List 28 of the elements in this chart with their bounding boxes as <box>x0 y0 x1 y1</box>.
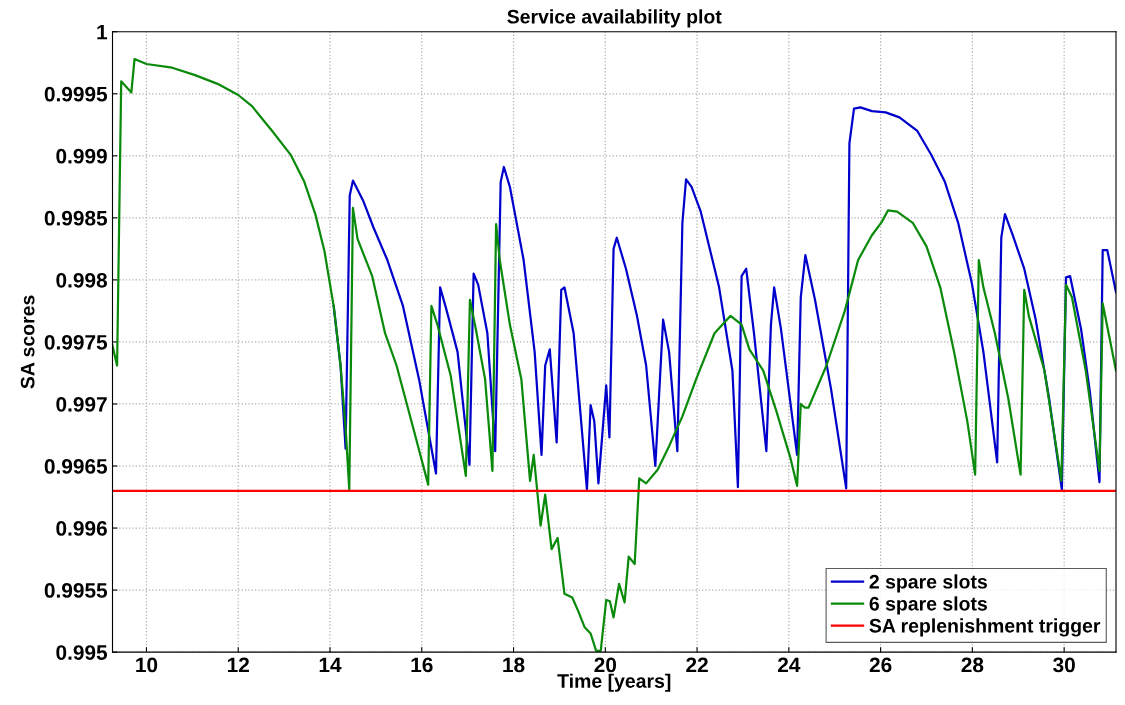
x-tick-label: 18 <box>503 657 525 673</box>
x-tick-label: 26 <box>869 657 892 673</box>
y-tick-label: 0.9995 <box>44 86 108 102</box>
y-tick-label: 0.9975 <box>44 334 108 350</box>
x-tick-label: 10 <box>136 657 158 673</box>
x-tick-label: 28 <box>961 657 984 673</box>
chart-title: Service availability plot <box>507 9 722 28</box>
y-tick-label: 0.995 <box>56 645 108 660</box>
y-tick-label: 0.9955 <box>44 583 108 598</box>
x-tick-label: 12 <box>227 657 249 673</box>
legend-label: SA replenishment trigger <box>869 618 1101 637</box>
y-tick-label: 0.998 <box>56 272 107 288</box>
x-tick-label: 30 <box>1053 657 1075 673</box>
y-tick-label: 0.9965 <box>44 459 108 474</box>
y-axis-title: SA scores <box>20 295 35 389</box>
y-tick-label: 1 <box>97 24 108 40</box>
x-tick-label: 20 <box>594 657 617 673</box>
x-tick-label: 16 <box>411 657 433 673</box>
x-tick-label: 24 <box>777 657 801 673</box>
y-tick-label: 0.997 <box>56 396 107 412</box>
x-tick-label: 14 <box>319 657 342 673</box>
legend-label: 2 spare slots <box>869 574 987 593</box>
y-tick-label: 0.996 <box>56 521 107 536</box>
x-axis-title: Time [years] <box>557 673 671 692</box>
y-tick-label: 0.9985 <box>44 210 108 226</box>
x-tick-label: 22 <box>686 657 708 673</box>
y-tick-label: 0.999 <box>56 148 107 164</box>
legend-label: 6 spare slots <box>869 596 987 615</box>
